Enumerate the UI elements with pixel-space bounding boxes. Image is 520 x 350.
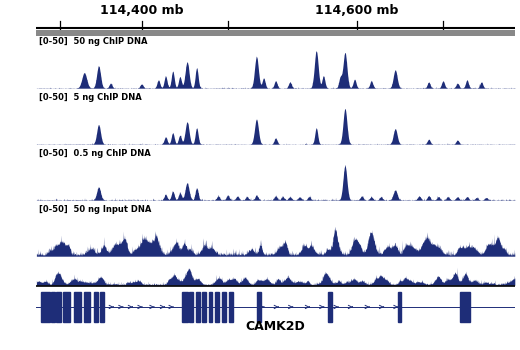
Bar — [209, 292, 213, 322]
Bar — [41, 292, 50, 322]
Text: [0-50]  0.5 ng ChIP DNA: [0-50] 0.5 ng ChIP DNA — [39, 149, 151, 158]
Bar — [74, 292, 81, 322]
Bar — [63, 292, 70, 322]
Bar — [189, 292, 193, 322]
Bar — [183, 292, 188, 322]
Text: [0-50]  50 ng ChIP DNA: [0-50] 50 ng ChIP DNA — [39, 37, 147, 46]
Bar — [99, 292, 104, 322]
Bar — [229, 292, 232, 322]
Bar — [215, 292, 219, 322]
Bar — [57, 292, 61, 322]
Bar — [51, 292, 55, 322]
Bar — [398, 292, 401, 322]
Text: CAMK2D: CAMK2D — [246, 320, 305, 333]
Bar — [257, 292, 261, 322]
Text: 114,600 mb: 114,600 mb — [315, 4, 399, 16]
Bar — [460, 292, 470, 322]
Bar — [196, 292, 200, 322]
Bar — [84, 292, 90, 322]
Bar — [94, 292, 98, 322]
Bar — [222, 292, 226, 322]
Text: [0-50]  5 ng ChIP DNA: [0-50] 5 ng ChIP DNA — [39, 93, 141, 102]
Text: [0-50]  50 ng Input DNA: [0-50] 50 ng Input DNA — [39, 205, 151, 214]
Text: 114,400 mb: 114,400 mb — [100, 4, 184, 16]
Bar — [202, 292, 206, 322]
Bar — [328, 292, 332, 322]
